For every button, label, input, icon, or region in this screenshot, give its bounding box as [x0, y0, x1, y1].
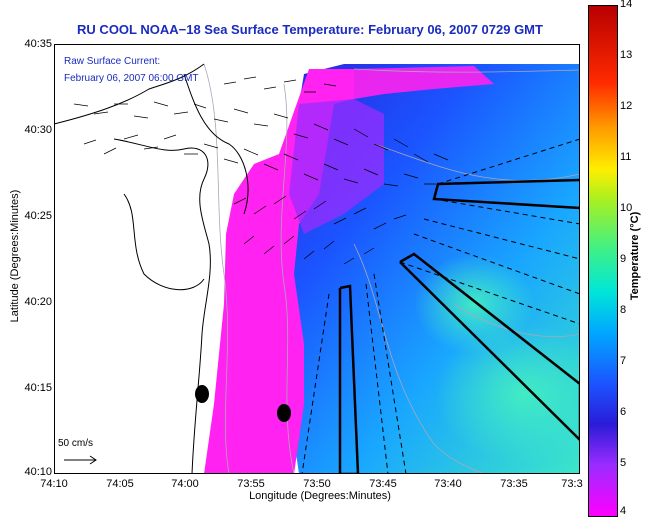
station-marker: [195, 385, 209, 403]
x-axis-label: Longitude (Degrees:Minutes): [249, 490, 391, 502]
y-axis-label: Latitude (Degrees:Minutes): [9, 189, 21, 323]
y-tick-label: 40:30: [24, 124, 52, 136]
coastline: [54, 63, 249, 474]
y-tick-label: 40:10: [24, 466, 52, 478]
current-vectors: [73, 76, 449, 265]
colorbar-tick-label: 5: [620, 457, 627, 469]
current-overlay-line1: Raw Surface Current:: [64, 56, 161, 67]
x-tick-label: 74:05: [106, 478, 134, 490]
warm-water-patch: [434, 324, 580, 464]
x-tick-label: 73:45: [369, 478, 397, 490]
colorbar-tick-label: 14: [620, 0, 633, 10]
scale-label: 50 cm/s: [58, 438, 94, 449]
x-tick-label: 73:3: [561, 478, 583, 490]
colorbar-tick-label: 4: [620, 505, 627, 517]
y-tick-label: 40:20: [24, 296, 52, 308]
station-marker: [277, 404, 291, 422]
current-overlay-label: Raw Surface Current: February 06, 2007 0…: [64, 53, 199, 87]
x-tick-label: 74:10: [40, 478, 68, 490]
x-tick-label: 73:35: [500, 478, 528, 490]
y-tick-label: 40:35: [24, 38, 52, 50]
colorbar-tick-label: 13: [620, 49, 633, 61]
x-tick-label: 73:50: [303, 478, 331, 490]
map-title: RU COOL NOAA−18 Sea Surface Temperature:…: [77, 22, 543, 37]
y-tick-label: 40:15: [24, 382, 52, 394]
transect-dashed-lines: [301, 138, 580, 474]
current-overlay-line2: February 06, 2007 06:00 GMT: [64, 73, 199, 84]
scale-arrow-head: [89, 455, 97, 465]
colorbar-tick-label: 12: [620, 100, 633, 112]
sst-map: [54, 44, 580, 474]
y-tick-label: 40:25: [24, 210, 52, 222]
map-frame: [54, 44, 580, 474]
temperature-colorbar: [588, 5, 618, 517]
colorbar-tick-label: 8: [620, 304, 627, 316]
cold-water-band: [354, 66, 494, 99]
colorbar-tick-label: 9: [620, 253, 627, 265]
transect-outlines: [338, 178, 580, 474]
colorbar-tick-label: 6: [620, 406, 627, 418]
x-tick-label: 74:00: [171, 478, 199, 490]
x-tick-label: 73:55: [237, 478, 265, 490]
colorbar-tick-label: 11: [620, 151, 632, 163]
colorbar-label: Temperature (°C): [629, 211, 641, 301]
x-tick-label: 73:40: [434, 478, 462, 490]
colorbar-tick-label: 7: [620, 355, 627, 367]
colorbar-tick-label: 10: [620, 202, 633, 214]
